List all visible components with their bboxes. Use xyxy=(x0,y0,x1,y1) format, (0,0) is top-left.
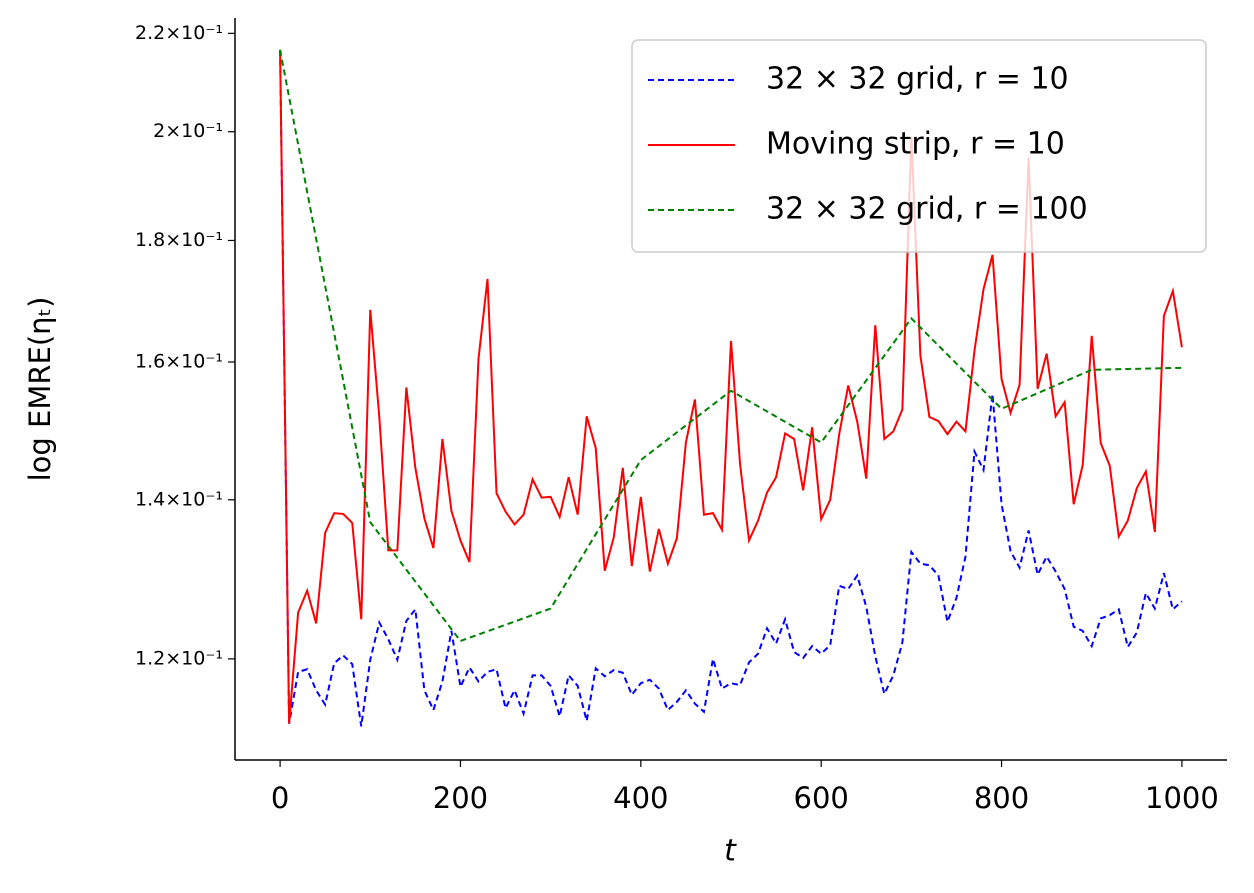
x-tick-label: 200 xyxy=(433,781,488,815)
x-tick-label: 400 xyxy=(613,781,668,815)
y-tick-label: 1.6×10⁻¹ xyxy=(135,351,223,373)
x-axis-label: t xyxy=(724,834,737,869)
data-line xyxy=(279,49,1183,727)
legend-label: 32 × 32 grid, r = 10 xyxy=(766,62,1069,97)
y-tick-label: 1.4×10⁻¹ xyxy=(135,488,223,510)
legend-label: Moving strip, r = 10 xyxy=(766,127,1065,162)
x-tick-label: 1000 xyxy=(1145,781,1219,815)
x-tick-label: 0 xyxy=(271,781,289,815)
x-tick-label: 600 xyxy=(794,781,849,815)
data-line xyxy=(279,49,1182,643)
legend: 32 × 32 grid, r = 10 Moving strip, r = 10… xyxy=(631,39,1207,253)
y-tick-label: 1.2×10⁻¹ xyxy=(135,647,223,669)
y-axis-label: log EMRE(ηₜ) xyxy=(23,297,57,482)
y-tick-label: 2.2×10⁻¹ xyxy=(135,22,223,44)
y-tick-label: 2×10⁻¹ xyxy=(153,120,223,142)
y-tick-label: 1.8×10⁻¹ xyxy=(135,229,223,251)
x-tick-label: 800 xyxy=(974,781,1029,815)
legend-label: 32 × 32 grid, r = 100 xyxy=(766,192,1088,227)
legend-box xyxy=(631,39,1207,253)
